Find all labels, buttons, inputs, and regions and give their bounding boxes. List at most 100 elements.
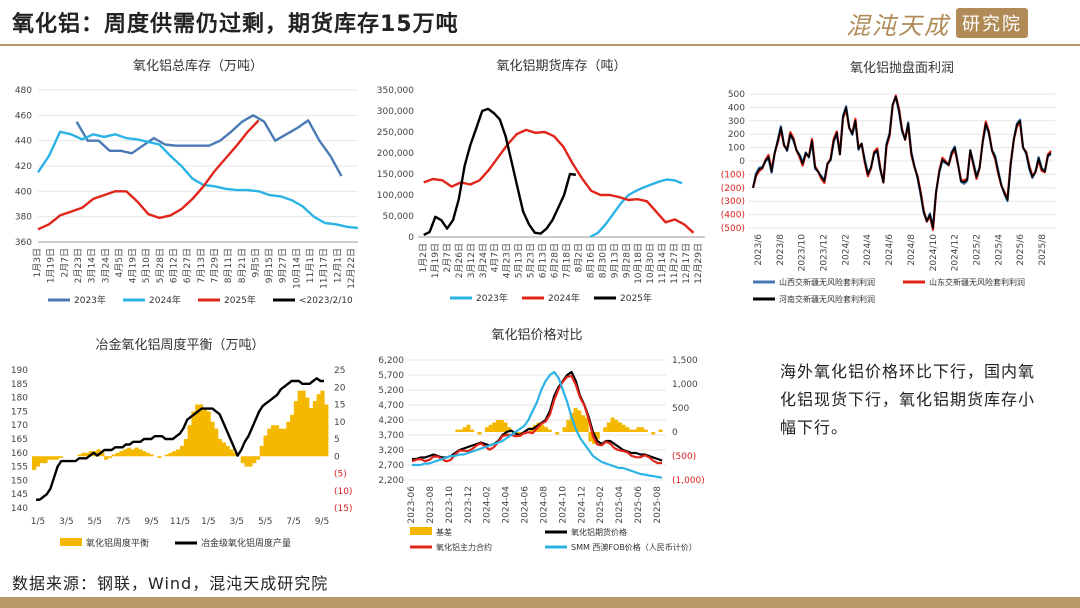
x-tick-label: 2025/4 — [994, 234, 1004, 266]
x-tick-label: 9月28日 — [621, 243, 632, 278]
basis-bar — [499, 420, 504, 432]
y-tick-label: 4,700 — [378, 401, 404, 411]
x-tick-label: 2023-10 — [445, 486, 455, 524]
x-tick-label: 2月7日 — [442, 243, 453, 272]
x-tick-label: 2024-12 — [577, 486, 587, 524]
y-tick-label: 420 — [15, 162, 32, 172]
y-tick-label: 0 — [739, 157, 745, 167]
balance-bar — [301, 390, 306, 457]
y-tick-label: 200,000 — [377, 149, 414, 159]
legend-item-label: 2024年 — [149, 294, 181, 306]
x-tick-label: 2023/6 — [754, 234, 764, 266]
y2-tick-label: 0 — [672, 428, 678, 438]
x-tick-label: 2025-04 — [615, 486, 625, 524]
x-tick-label: 12月17日 — [681, 243, 692, 284]
balance-bar — [282, 428, 287, 457]
balance-bar — [107, 456, 113, 458]
balance-bar — [316, 394, 321, 457]
x-tick-label: 4月7日 — [490, 243, 501, 272]
series-line — [751, 94, 1052, 231]
x-tick-label: 12月29日 — [693, 243, 704, 284]
basis-bar — [492, 422, 497, 432]
balance-bar — [221, 442, 226, 457]
basis-bar — [606, 422, 611, 432]
y-tick-label: 380 — [15, 213, 32, 223]
price-comparison-svg: 氧化铝价格对比 2,200 2,700 3,200 3,700 4,200 4,700 5,2… — [378, 327, 705, 552]
balance-bar — [210, 421, 215, 457]
series-line — [423, 107, 577, 236]
basis-bar — [566, 420, 571, 432]
legend-item-label: 氧化铝主力合约 — [436, 542, 492, 552]
x-tick-label: 9/5 — [144, 517, 158, 527]
x-tick-label: 7/5 — [286, 517, 300, 527]
y2-tick-label: 1,000 — [672, 380, 698, 390]
x-tick-label: 3/5 — [230, 517, 244, 527]
basis-bar — [466, 424, 471, 432]
basis-bar — [496, 420, 501, 432]
basis-bar — [595, 432, 600, 440]
x-tick-label: 1月19日 — [430, 243, 441, 278]
legend-item-label: <2023/2/10 — [299, 296, 353, 306]
x-tick-label: 2023-06 — [407, 486, 417, 524]
legend-item-label: 2024年 — [548, 292, 580, 304]
balance-bar — [100, 452, 105, 457]
y-tick-label: 2,700 — [378, 461, 404, 471]
balance-bar — [43, 456, 48, 464]
y-tick-label: 175 — [11, 407, 28, 417]
y-tick-label: 350,000 — [377, 86, 414, 96]
x-tick-label: 3月24日 — [100, 248, 111, 283]
x-tick-label: 9/5 — [315, 517, 329, 527]
x-tick-label: 3月14日 — [87, 248, 98, 283]
basis-bar — [488, 424, 493, 432]
balance-bar — [274, 425, 280, 457]
y-tick-label: 145 — [11, 490, 28, 500]
fob-price-line — [412, 370, 663, 479]
balance-bar — [198, 404, 204, 457]
basis-bar — [588, 432, 593, 442]
y-tick-label: 500 — [728, 90, 745, 100]
y2-tick-label: 25 — [334, 366, 345, 376]
x-tick-label: 6月13日 — [538, 243, 549, 278]
legend-item-label: 基差 — [436, 527, 452, 537]
x-tick-label: 3/5 — [59, 517, 73, 527]
logo-main-text: 混沌天成 — [846, 11, 950, 40]
chart-title: 冶金氧化铝周度平衡（万吨） — [95, 337, 264, 353]
balance-bar — [176, 449, 181, 457]
balance-bar — [157, 456, 162, 458]
balance-bar — [32, 456, 37, 471]
basis-bar — [462, 427, 467, 432]
balance-bar — [214, 428, 219, 457]
basis-bar — [581, 415, 586, 432]
y2-tick-label: 5 — [334, 435, 340, 445]
x-tick-label: 2024/8 — [907, 234, 917, 266]
x-tick-label: 11/5 — [170, 517, 190, 527]
page-title: 氧化铝：周度供需仍过剩，期货库存15万吨 — [12, 12, 459, 37]
y-tick-label: 100 — [728, 144, 745, 154]
balance-bar — [35, 456, 40, 467]
x-tick-label: 2024-06 — [521, 486, 531, 524]
y2-tick-label: (10) — [334, 487, 352, 497]
x-tick-label: 3月24日 — [478, 243, 489, 278]
x-tick-label: 9月13日 — [609, 243, 620, 278]
balance-bar — [58, 456, 63, 458]
basis-bar — [621, 424, 626, 432]
y2-tick-label: 0 — [334, 452, 340, 462]
y2-tick-label: 10 — [334, 418, 346, 428]
y-tick-label: 400 — [15, 187, 32, 197]
legend-item-swatch — [410, 527, 432, 535]
balance-bar — [50, 456, 56, 460]
balance-bar — [320, 390, 325, 457]
x-tick-label: 2024-04 — [502, 486, 512, 524]
x-tick-label: 9月5日 — [250, 248, 261, 277]
y-tick-label: 165 — [11, 435, 28, 445]
legend-item-label: 2023年 — [74, 294, 106, 306]
x-tick-label: 1/5 — [201, 517, 215, 527]
x-tick-label: 6月28日 — [550, 243, 561, 278]
x-tick-label: 1月2日 — [418, 243, 429, 272]
basis-bar — [577, 410, 582, 432]
series-line — [37, 119, 260, 231]
x-tick-label: 5月28日 — [155, 248, 166, 283]
basis-bar — [470, 429, 475, 432]
y2-tick-label: (1,000) — [672, 476, 705, 486]
balance-bar — [312, 401, 318, 457]
